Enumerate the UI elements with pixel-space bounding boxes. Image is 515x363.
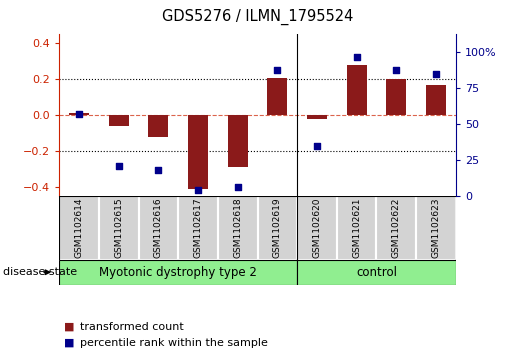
Text: GSM1102621: GSM1102621 xyxy=(352,197,361,258)
Bar xyxy=(347,65,367,115)
Text: GSM1102623: GSM1102623 xyxy=(432,197,440,258)
Point xyxy=(432,71,440,77)
Point xyxy=(154,167,162,173)
Text: GDS5276 / ILMN_1795524: GDS5276 / ILMN_1795524 xyxy=(162,9,353,25)
Text: ■: ■ xyxy=(64,322,75,332)
Text: GSM1102614: GSM1102614 xyxy=(75,197,83,258)
Bar xyxy=(188,115,208,189)
Point xyxy=(352,54,360,60)
Bar xyxy=(99,196,139,260)
Bar xyxy=(337,196,376,260)
Text: GSM1102622: GSM1102622 xyxy=(392,197,401,258)
Bar xyxy=(109,115,129,126)
Text: ■: ■ xyxy=(64,338,75,348)
Text: control: control xyxy=(356,266,397,279)
Bar xyxy=(297,260,456,285)
Text: GSM1102615: GSM1102615 xyxy=(114,197,123,258)
Point xyxy=(194,187,202,193)
Point xyxy=(313,143,321,149)
Bar xyxy=(59,260,297,285)
Point xyxy=(114,163,123,169)
Bar xyxy=(267,78,287,115)
Bar xyxy=(148,115,168,137)
Bar xyxy=(69,114,89,115)
Bar xyxy=(178,196,218,260)
Bar xyxy=(297,196,337,260)
Text: disease state: disease state xyxy=(3,267,77,277)
Text: GSM1102619: GSM1102619 xyxy=(273,197,282,258)
Point xyxy=(233,184,242,190)
Point xyxy=(75,111,83,117)
Text: GSM1102616: GSM1102616 xyxy=(154,197,163,258)
Bar xyxy=(416,196,456,260)
Text: GSM1102617: GSM1102617 xyxy=(194,197,202,258)
Text: percentile rank within the sample: percentile rank within the sample xyxy=(80,338,268,348)
Bar xyxy=(218,196,258,260)
Point xyxy=(273,67,281,73)
Bar xyxy=(258,196,297,260)
Bar xyxy=(307,115,327,119)
Point xyxy=(392,67,401,73)
Text: GSM1102618: GSM1102618 xyxy=(233,197,242,258)
Bar xyxy=(139,196,178,260)
Text: transformed count: transformed count xyxy=(80,322,183,332)
Text: Myotonic dystrophy type 2: Myotonic dystrophy type 2 xyxy=(99,266,257,279)
Bar xyxy=(376,196,416,260)
Bar xyxy=(426,85,446,115)
Bar xyxy=(228,115,248,167)
Text: GSM1102620: GSM1102620 xyxy=(313,197,321,258)
Bar xyxy=(386,79,406,115)
Bar xyxy=(59,196,99,260)
